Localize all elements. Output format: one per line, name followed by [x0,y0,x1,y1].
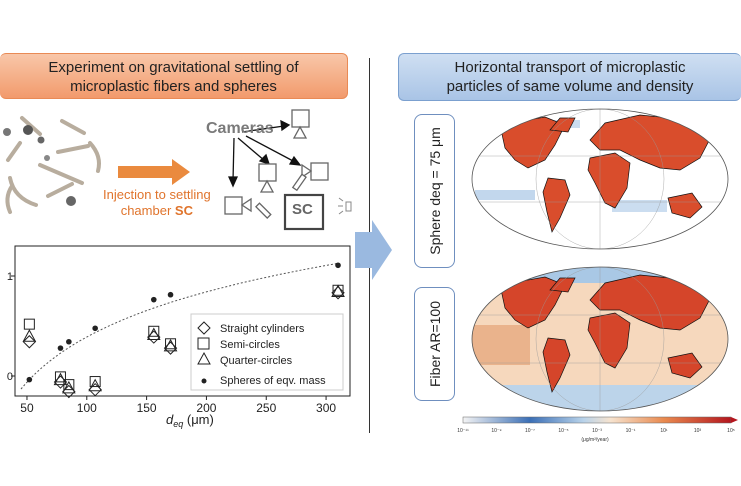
sphere-map [472,109,728,249]
injection-label: Injection to settling chamber SC [103,187,211,218]
colorbar-tick-label: 10³ [694,428,702,434]
australia [667,192,703,219]
fiber [38,163,84,185]
north-america [499,116,566,169]
fiber [46,182,74,198]
x-tick-label: 250 [256,401,276,415]
legend-straight: Straight cylinders [220,323,305,335]
x-tick-label: 50 [20,401,34,415]
legend [190,313,344,391]
point-semi-circle [148,325,160,337]
colorbar-tick-label: 10⁵ [727,428,735,434]
x-tick-label: 150 [137,401,157,415]
cameras-label: Cameras [206,120,274,137]
point-sphere [57,345,64,351]
fiber [5,184,14,214]
sphere [23,125,33,135]
fiber-map [472,267,728,411]
colorbar-tick-label: 10⁻¹ [626,428,636,434]
fiber [88,141,101,173]
sphere [44,155,50,161]
sphere [66,196,76,206]
chamber-label: SC [292,201,313,218]
x-tick-label: 100 [77,401,97,415]
transport-title-line1: Horizontal transport of microplastic [454,59,686,76]
point-sphere [26,376,33,383]
fiber [6,141,22,162]
experiment-title: Experiment on gravitational settling of … [0,53,348,99]
x-tick-label: 200 [196,401,216,415]
point-semi-circle [54,371,66,383]
transport-title: Horizontal transport of microplastic par… [398,53,741,101]
point-quarter-circle [61,380,76,394]
south-america [542,337,571,393]
y-tick-label: 1 [7,271,13,283]
colorbar-tick-label: 10⁻⁵ [558,428,568,434]
x-axis-label: deq (μm) [166,412,214,429]
y-tick-label: 0 [7,371,13,383]
point-quarter-circle [22,329,37,342]
greenland [549,117,576,133]
point-semi-circle [165,338,177,350]
point-sphere [167,291,174,298]
fiber [8,176,38,207]
point-sphere [92,325,98,332]
point-straight-cylinder [163,341,178,355]
point-sphere [66,338,72,345]
transport-title-line2: particles of same volume and density [446,78,694,95]
colorbar-extend [731,417,738,423]
fiber [56,144,90,154]
settling-chamber [283,193,325,231]
point-semi-circle [23,318,35,330]
fiber-map-outline [471,266,729,412]
point-quarter-circle [331,284,345,297]
point-quarter-circle [88,378,103,392]
africa [587,152,631,209]
colorbar-tick-label: 10⁻⁹ [491,428,501,434]
point-quarter-circle [53,372,68,386]
legend-spheres: Spheres of eqv. mass [220,375,326,387]
x-tick-label: 300 [316,401,336,415]
colorbar-tick-label: 10⁻³ [592,428,602,434]
experiment-title-line1: Experiment on gravitational settling of [48,59,299,76]
sphere-label-box: Sphere deq = 75 μm [414,114,455,268]
eurasia [589,274,713,331]
south-america [542,177,571,233]
light-icon [338,197,352,215]
experiment-title-line2: microplastic fibers and spheres [70,78,277,95]
north-america [499,276,566,329]
point-straight-cylinder [331,286,345,300]
greenland [549,277,576,293]
colorbar [462,416,732,424]
legend-semi: Semi-circles [220,339,280,351]
trend-line [20,263,337,390]
fiber [60,119,86,135]
fiber-label-box: Fiber AR=100 [414,287,455,401]
point-semi-circle [89,376,101,388]
sphere [37,136,45,144]
injection-arrow [118,159,190,185]
point-quarter-circle [163,338,178,352]
point-sphere [150,296,157,303]
eurasia [589,114,713,171]
sphere [3,128,11,136]
colorbar-unit: (μg/m²/year) [581,437,609,443]
point-sphere [335,262,341,269]
injection-sc: SC [174,203,193,218]
australia [667,352,703,379]
legend-markers [197,321,211,384]
colorbar-tick-label: 10¹ [660,428,668,434]
point-quarter-circle [146,327,161,341]
sphere-map-outline [471,108,729,250]
transition-arrow [355,220,392,280]
africa [587,312,631,369]
point-straight-cylinder [22,335,37,349]
colorbar-tick-label: 10⁻¹¹ [457,428,469,434]
legend-quarter: Quarter-circles [220,355,293,367]
colorbar-tick-label: 10⁻⁷ [525,428,535,434]
